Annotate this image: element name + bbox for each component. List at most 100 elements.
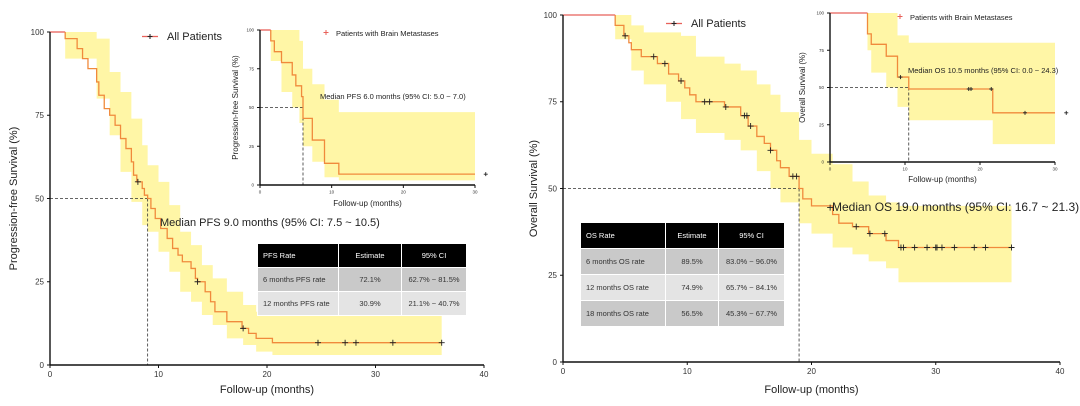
os_all-censor-mark [622,32,629,39]
pfs_all-x-axis-label: Follow-up (months) [220,384,314,396]
pfs_all-censor-mark [389,339,396,346]
os_brain-censor-mark [1023,110,1027,115]
pfs_all-censor-mark [134,178,141,185]
table-cell: 56.5% [665,300,719,327]
os_all-y-tick-label: 25 [548,271,557,280]
pfs_brain-y-tick-label: 0 [251,183,254,188]
table-cell: 18 months OS rate [580,300,666,327]
pfs_all-x-tick-label: 30 [371,370,380,379]
pfs_all-x-tick-label: 20 [263,370,272,379]
os_brain-ci-band [830,13,1055,145]
os_brain-x-tick-label: 10 [902,167,908,172]
pfs_all-median-annotation: Median PFS 9.0 months (95% CI: 7.5 ~ 10.… [160,217,380,229]
pfs_brain-ci-band [260,30,475,181]
os_all-censor-mark [951,244,958,251]
pfs_all-x-tick-label: 0 [48,370,53,379]
table-cell: 30.9% [338,291,402,316]
pfs_brain-survival-curve [270,30,475,175]
os_brain-legend-marker [897,14,903,19]
pfs_all-y-tick-label: 100 [31,28,45,37]
os_brain-x-tick-label: 30 [1052,167,1058,172]
table-cell: 72.1% [338,267,402,292]
os_all-censor-mark [743,112,750,119]
table-header-cell: 95% CI [401,243,467,268]
os_all-censor-mark [881,230,888,237]
os_all-y-tick-label: 100 [544,11,558,20]
pfs_all-censor-mark [194,278,201,285]
pfs_all-legend-label: All Patients [167,31,223,43]
pfs_brain-y-tick-label: 50 [249,105,255,110]
pfs_all-legend-marker [147,34,153,39]
os_all-x-tick-label: 40 [1056,367,1065,376]
table-row: 6 months PFS rate 72.1% 62.7% ~ 81.5% [257,267,467,292]
pfs_brain-y-tick-label: 75 [249,66,255,71]
pfs_brain-x-tick-label: 0 [259,190,262,195]
os_brain-y-tick-label: 100 [816,11,824,16]
table-header-cell: Estimate [665,222,719,249]
pfs_all-x-tick-label: 40 [480,370,489,379]
os_brain-y-tick-label: 50 [819,85,825,90]
pfs_all-y-tick-label: 0 [40,361,45,370]
os_brain-x-tick-label: 20 [977,167,983,172]
table-cell: 12 months OS rate [580,274,666,301]
pfs_brain-censor-mark [483,172,488,177]
os_all-y-axis-label: Overall Survival (%) [528,140,540,237]
os_all-median-annotation: Median OS 19.0 months (95% CI: 16.7 ~ 21… [832,200,1079,214]
os_all-censor-mark [911,244,918,251]
table-cell: 65.7% ~ 84.1% [718,274,785,301]
table-row: 12 months PFS rate 30.9% 21.1% ~ 40.7% [257,291,467,316]
pfs_all-censor-mark [342,339,349,346]
os_brain-y-tick-label: 25 [819,122,825,127]
os_all-y-tick-label: 0 [553,358,558,367]
pfs_brain-legend-label: Patients with Brain Metastases [336,29,439,38]
os_brain-y-axis-label: Overall Survival (%) [798,52,807,123]
os_all-censor-mark [971,244,978,251]
os_brain-legend-label: Patients with Brain Metastases [910,13,1013,22]
os_all-x-tick-label: 0 [561,367,566,376]
os_brain-y-tick-label: 75 [819,48,825,53]
os_brain-y-tick-label: 0 [821,160,824,165]
pfs_brain-y-tick-label: 100 [246,28,254,33]
os_all-x-tick-label: 30 [931,367,940,376]
table-cell: 89.5% [665,248,719,275]
pfs_brain-x-axis-label: Follow-up (months) [333,199,402,208]
os_brain-median-annotation: Median OS 10.5 months (95% CI: 0.0 ~ 24.… [908,66,1059,75]
os_brain-censor-mark [1064,110,1069,115]
os_brain-censor-mark [969,86,973,91]
os_all-censor-mark [982,244,989,251]
table-header-cell: OS Rate [580,222,666,249]
pfs_brain-y-axis-label: Progression-free Survival (%) [231,55,240,160]
os_all-y-tick-label: 75 [548,98,557,107]
pfs_brain-x-tick-label: 10 [329,190,335,195]
pfs_all-ci-band [50,32,442,356]
table-header-cell: Estimate [338,243,402,268]
pfs_all-y-tick-label: 50 [35,194,44,203]
pfs-rate-table: PFS Rate Estimate 95% CI 6 months PFS ra… [257,243,467,316]
table-cell: 12 months PFS rate [257,291,339,316]
os_all-censor-mark [747,123,754,130]
os_all-censor-mark [866,230,873,237]
pfs_all-censor-mark [314,339,321,346]
pfs_brain-median-annotation: Median PFS 6.0 months (95% CI: 5.0 ~ 7.0… [320,92,466,101]
os-rate-table: OS Rate Estimate 95% CI 6 months OS rate… [580,222,785,327]
os_all-x-tick-label: 10 [683,367,692,376]
table-row: 6 months OS rate 89.5% 83.0% ~ 96.0% [580,248,785,275]
pfs_all-survival-curve [64,32,442,344]
table-cell: 62.7% ~ 81.5% [401,267,467,292]
os_brain-x-tick-label: 0 [829,167,832,172]
os_all-censor-mark [1008,244,1015,251]
pfs_brain-y-tick-label: 25 [249,144,255,149]
table-header-row: PFS Rate Estimate 95% CI [257,243,467,268]
pfs_all-censor-mark [352,339,359,346]
table-header-cell: 95% CI [718,222,785,249]
pfs_brain-x-tick-label: 20 [401,190,407,195]
pfs_all-x-tick-label: 10 [154,370,163,379]
pfs_all-y-tick-label: 75 [35,111,44,120]
os_all-x-axis-label: Follow-up (months) [764,384,858,396]
os_all-censor-mark [827,204,834,211]
os_all-censor-mark [793,173,800,180]
os_all-censor-mark [924,244,931,251]
table-cell: 74.9% [665,274,719,301]
os_all-x-tick-label: 20 [807,367,816,376]
